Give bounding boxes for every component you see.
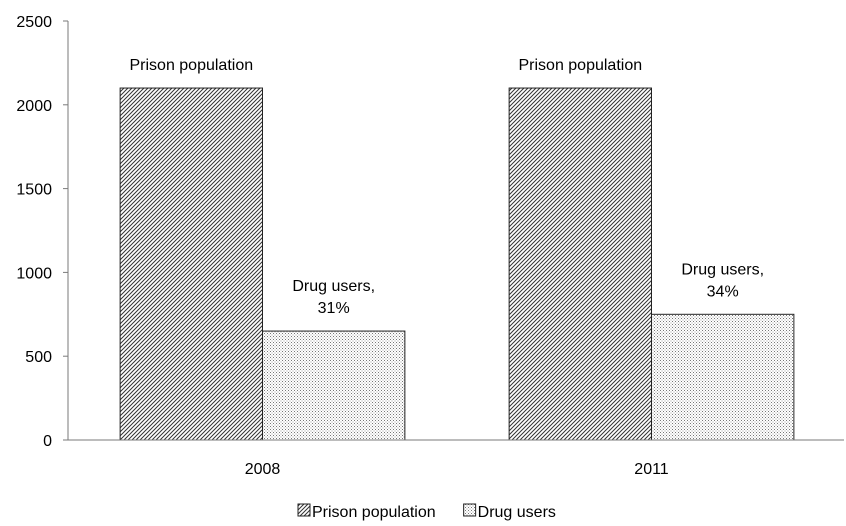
y-tick-label: 1000: [16, 265, 52, 282]
y-tick-label: 2500: [16, 14, 52, 31]
legend-label: Prison population: [312, 504, 436, 521]
legend-label: Drug users: [478, 504, 556, 521]
data-labels: Prison population Drug users, 31% Prison po…: [129, 57, 764, 317]
data-label: Prison population: [129, 57, 253, 74]
data-label: 34%: [707, 283, 739, 300]
y-tick-label: 1500: [16, 182, 52, 199]
legend-swatch: [463, 503, 477, 517]
y-tick-label: 2000: [16, 98, 52, 115]
data-label: Drug users,: [292, 278, 375, 295]
bar-drug-users-2011: [651, 313, 795, 441]
legend-swatch: [297, 503, 311, 517]
data-label: Prison population: [518, 57, 642, 74]
data-label: Drug users,: [681, 261, 764, 278]
x-axis-labels: 2008 2011: [245, 461, 669, 478]
legend: Prison population Drug users: [297, 503, 556, 521]
x-category-label: 2008: [245, 461, 281, 478]
y-tick-label: 0: [43, 433, 52, 450]
bar-prison-population-2008: [119, 87, 263, 441]
data-label: 31%: [318, 300, 350, 317]
bar-drug-users-2008: [262, 330, 406, 441]
bar-prison-population-2011: [508, 87, 652, 441]
y-axis-ticks: 0 500 1000 1500 2000 2500: [16, 14, 68, 450]
x-category-label: 2011: [634, 461, 669, 478]
y-tick-label: 500: [25, 349, 52, 366]
bars: [119, 87, 795, 441]
